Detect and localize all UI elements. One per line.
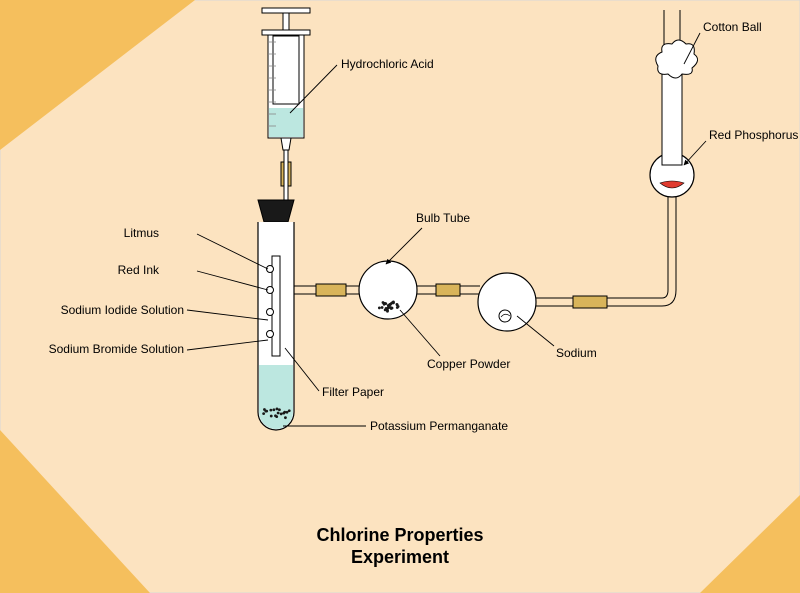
label-filter_paper: Filter Paper (322, 385, 384, 399)
test-tube-liquid (259, 365, 293, 429)
syringe-nozzle (281, 138, 291, 150)
label-hydrochloric_acid: Hydrochloric Acid (341, 57, 434, 71)
sample-marker (267, 331, 274, 338)
label-cotton_ball: Cotton Ball (703, 20, 762, 34)
syringe-barrel-flange (262, 30, 310, 35)
label-red_phosphorus: Red Phosphorus (709, 128, 798, 142)
tube-connector (573, 296, 607, 308)
tube-connector (316, 284, 346, 296)
sodium-lump (499, 310, 511, 322)
syringe-liquid (269, 108, 303, 137)
label-litmus: Litmus (124, 226, 159, 240)
label-sodium: Sodium (556, 346, 597, 360)
syringe-plunger-flange (262, 8, 310, 13)
stopper (258, 200, 294, 222)
syringe-plunger-stem (283, 12, 289, 30)
label-red_ink: Red Ink (118, 263, 160, 277)
diagram-title-line1: Chlorine Properties (316, 525, 483, 545)
label-potassium_permanganate: Potassium Permanganate (370, 419, 508, 433)
label-sodium_bromide: Sodium Bromide Solution (49, 342, 184, 356)
bulb-tube-2 (478, 273, 536, 331)
diagram-title-line2: Experiment (351, 547, 449, 567)
label-copper_powder: Copper Powder (427, 357, 510, 371)
tube-connector (436, 284, 460, 296)
label-sodium_iodide: Sodium Iodide Solution (61, 303, 184, 317)
label-bulb_tube: Bulb Tube (416, 211, 470, 225)
sample-marker (267, 309, 274, 316)
syringe-plunger (273, 36, 299, 104)
